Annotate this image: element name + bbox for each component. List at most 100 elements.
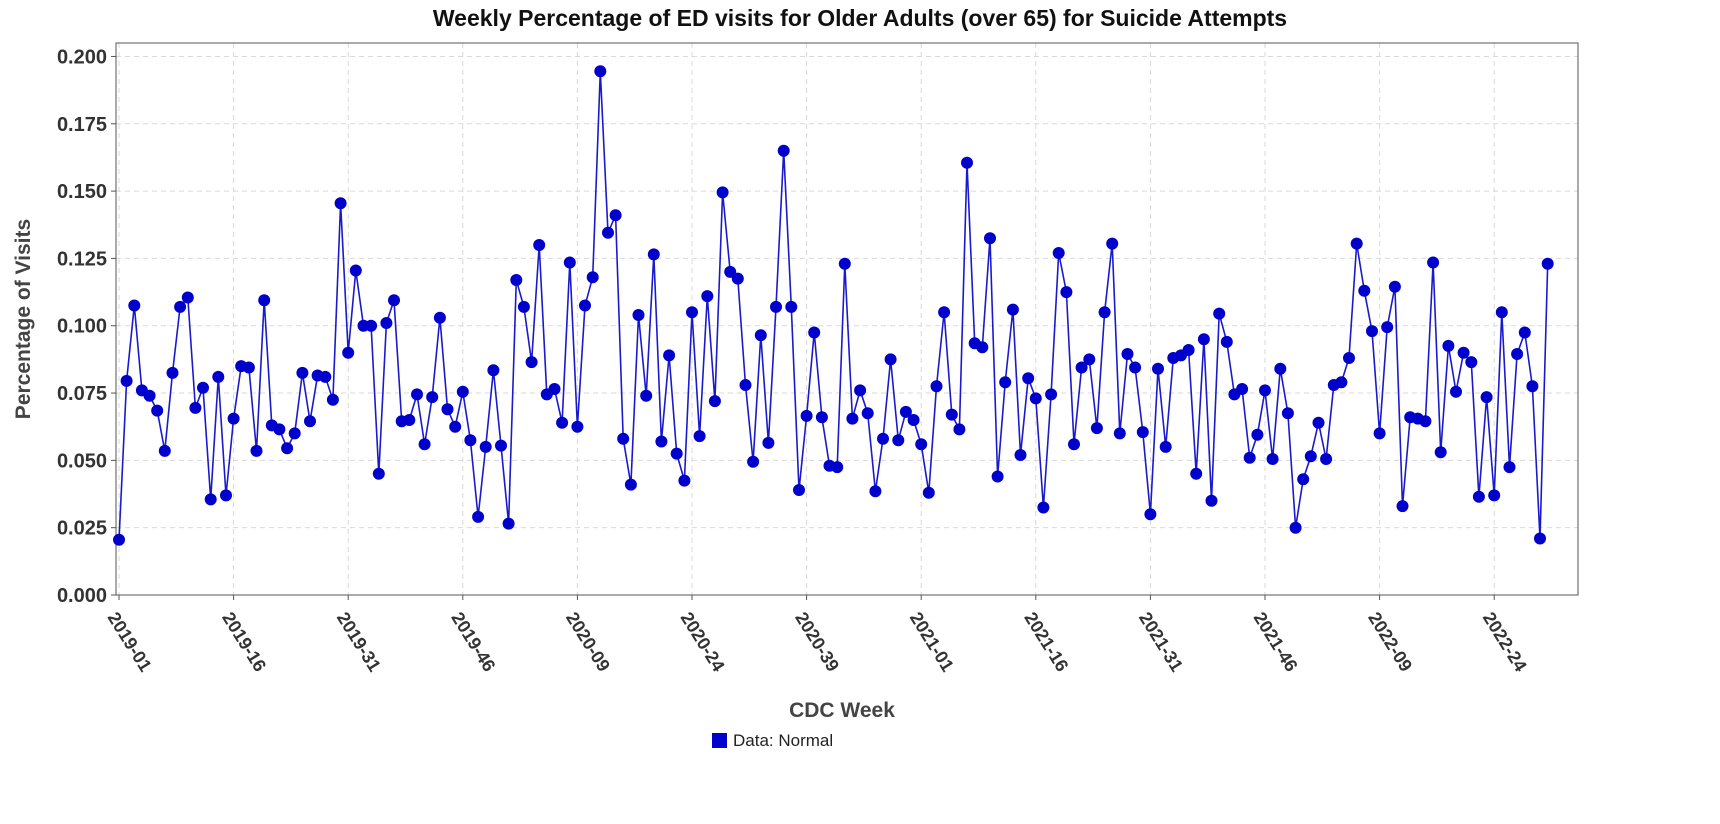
data-point (594, 65, 607, 78)
data-point (739, 379, 752, 391)
data-point (892, 434, 905, 447)
data-point (319, 370, 332, 383)
data-point (1243, 451, 1256, 464)
data-point (670, 447, 683, 460)
data-point (1541, 257, 1554, 270)
data-point (517, 300, 530, 313)
data-point (617, 432, 630, 445)
data-point (204, 493, 217, 506)
data-point (777, 144, 790, 157)
x-axis-label: CDC Week (789, 699, 895, 722)
data-point (976, 341, 989, 354)
data-point (1457, 346, 1470, 359)
x-tick-label: 2022-09 (1364, 609, 1416, 676)
data-point (1511, 348, 1524, 360)
data-point (273, 423, 286, 436)
data-point (296, 366, 309, 379)
data-point (1220, 335, 1233, 348)
data-point (808, 326, 821, 339)
data-point (579, 299, 591, 312)
data-point (693, 430, 706, 443)
data-point (1075, 361, 1088, 374)
data-point (441, 403, 454, 416)
data-point (678, 474, 691, 487)
data-point (1388, 280, 1401, 293)
data-point (922, 486, 935, 499)
x-tick-label: 2021-46 (1250, 609, 1302, 676)
data-point (877, 432, 889, 445)
data-point (754, 329, 767, 342)
y-tick-label: 0.100 (57, 316, 107, 338)
data-point (1251, 428, 1264, 441)
data-point (1472, 490, 1485, 503)
y-tick-label: 0.150 (57, 181, 107, 203)
data-point (548, 383, 561, 395)
data-point (388, 294, 400, 307)
y-tick-label: 0.200 (57, 46, 107, 68)
data-point (1190, 467, 1203, 480)
data-point (1236, 383, 1249, 395)
data-point (991, 470, 1004, 483)
data-point (1197, 333, 1210, 346)
data-point (831, 461, 844, 474)
data-point (869, 485, 882, 498)
data-point (1297, 473, 1310, 486)
data-point (433, 311, 446, 324)
data-point (242, 361, 255, 374)
data-point (1083, 353, 1096, 366)
data-point (510, 274, 523, 286)
data-point (487, 364, 500, 377)
data-point (800, 409, 813, 422)
data-point (708, 395, 721, 408)
data-point (342, 346, 355, 359)
data-point (647, 248, 660, 261)
data-point (1029, 392, 1042, 405)
data-point (945, 408, 958, 421)
data-point (899, 405, 912, 418)
x-tick-label: 2020-09 (562, 609, 614, 676)
data-point (1526, 380, 1539, 393)
data-point (197, 381, 209, 394)
data-point (1129, 361, 1142, 374)
data-point (281, 442, 294, 455)
data-point (1090, 422, 1103, 435)
data-point (365, 319, 378, 332)
y-tick-label: 0.000 (57, 585, 107, 607)
data-point (938, 306, 951, 319)
data-point (1534, 532, 1546, 545)
data-point (815, 411, 828, 424)
y-axis-label: Percentage of Visits (12, 219, 35, 419)
data-point (288, 427, 301, 440)
data-point (686, 306, 698, 319)
data-point (1052, 247, 1065, 259)
data-point (1442, 339, 1455, 352)
data-point (1366, 325, 1378, 338)
data-point (1159, 440, 1172, 453)
data-point (220, 489, 232, 502)
data-point (1320, 453, 1333, 465)
data-point (502, 517, 515, 530)
data-point (227, 412, 240, 425)
data-point (1006, 303, 1019, 316)
data-point (556, 416, 569, 429)
data-point (1304, 450, 1317, 463)
data-point (571, 420, 584, 433)
data-point (961, 156, 973, 169)
data-point (143, 389, 156, 402)
data-point (1434, 446, 1447, 459)
data-point (212, 370, 225, 383)
data-point (120, 374, 133, 387)
data-point (479, 440, 492, 453)
x-tick-label: 2020-24 (677, 609, 729, 676)
data-point (189, 401, 202, 414)
data-point (334, 197, 347, 210)
chart-title: Weekly Percentage of ED visits for Older… (433, 5, 1287, 31)
data-point (1335, 376, 1348, 389)
data-point (250, 444, 263, 457)
data-point (563, 256, 576, 269)
data-point (1136, 426, 1149, 439)
y-tick-label: 0.075 (57, 383, 107, 405)
data-point (1022, 372, 1035, 385)
data-point (1465, 356, 1478, 369)
data-point (1289, 521, 1302, 534)
